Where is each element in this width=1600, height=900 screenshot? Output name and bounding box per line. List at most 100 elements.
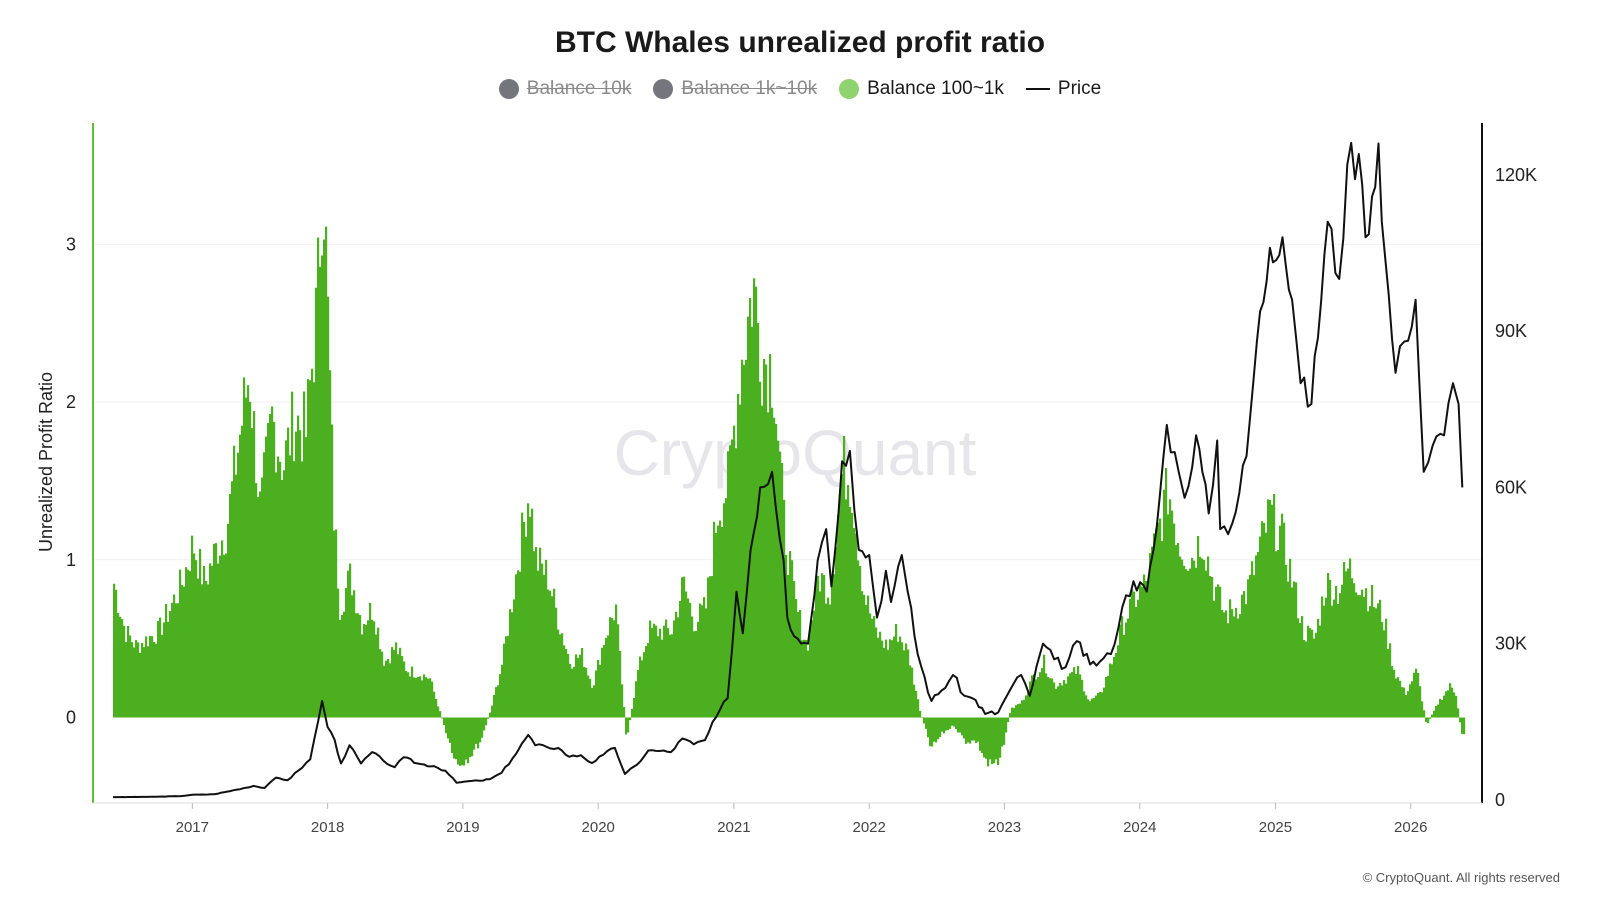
y-tick-label: 2 [66,392,76,412]
profit-ratio-bar [275,472,278,718]
profit-ratio-bar [859,566,862,718]
profit-ratio-bar [523,521,526,718]
profit-ratio-bar [799,609,802,718]
profit-ratio-bar [713,521,716,718]
x-tick-label: 2023 [988,819,1021,836]
profit-ratio-bar [917,699,920,718]
profit-ratio-bar [529,516,532,718]
profit-ratio-bar [1285,564,1288,718]
profit-ratio-bar [1385,618,1388,718]
profit-ratio-bar [297,415,300,718]
profit-ratio-bar [175,603,178,718]
profit-ratio-bar [327,296,330,718]
profit-ratio-bar [321,255,324,718]
profit-ratio-bar [161,634,164,718]
legend-item-balance-100-1k[interactable]: Balance 100~1k [839,78,1004,100]
profit-ratio-bar [635,681,638,718]
profit-ratio-bar [1263,522,1266,718]
profit-ratio-bar [471,717,474,757]
profit-ratio-bar [1217,584,1220,718]
profit-ratio-bar [1393,669,1396,718]
profit-ratio-bar [637,669,640,718]
profit-ratio-bar [719,520,722,718]
profit-ratio-bar [955,717,958,730]
profit-ratio-bar [865,604,868,718]
profit-ratio-bar [185,567,188,718]
profit-ratio-bar [817,575,820,718]
profit-ratio-bar [575,654,578,718]
profit-ratio-bar [1381,622,1384,718]
y-right-tick-label: 60K [1495,477,1527,497]
profit-ratio-bar [913,684,916,718]
legend-item-price[interactable]: Price [1025,78,1101,100]
profit-ratio-bar [225,553,228,718]
legend-item-balance-10k[interactable]: Balance 10k [498,78,631,100]
profit-ratio-bar [1119,624,1122,718]
legend-item-balance-1k-10k[interactable]: Balance 1k~10k [653,78,817,100]
profit-ratio-bar [1323,605,1326,718]
profit-ratio-bar [889,639,892,718]
profit-ratio-area [113,226,1466,767]
profit-ratio-bar [845,499,848,718]
profit-ratio-bar [227,523,230,718]
y-right-tick-label: 90K [1495,321,1527,341]
profit-ratio-bar [833,574,836,718]
profit-ratio-bar [311,368,314,718]
profit-ratio-bar [125,642,128,718]
profit-ratio-bar [325,226,328,718]
profit-ratio-bar [313,382,316,718]
profit-ratio-bar [1249,574,1252,718]
profit-ratio-bar [1347,568,1350,718]
profit-ratio-bar [1271,504,1274,718]
profit-ratio-bar [137,642,140,718]
profit-ratio-bar [631,708,634,718]
profit-ratio-bar [897,641,900,718]
x-tick-label: 2017 [176,819,209,836]
profit-ratio-bar [675,611,678,718]
profit-ratio-bar [205,580,208,718]
profit-ratio-bar [1251,561,1254,718]
profit-ratio-bar [151,636,154,718]
profit-ratio-bar [1391,666,1394,718]
profit-ratio-bar [315,287,318,718]
profit-ratio-bar [193,553,196,718]
profit-ratio-bar [1093,698,1096,718]
profit-ratio-bar [1087,699,1090,718]
profit-ratio-bar [489,712,492,718]
profit-ratio-bar [545,559,548,718]
profit-ratio-bar [677,617,680,718]
profit-ratio-bar [609,617,612,718]
profit-ratio-bar [793,580,796,718]
profit-ratio-bar [651,627,654,718]
profit-ratio-bar [601,647,604,718]
profit-ratio-bar [119,616,122,718]
profit-ratio-bar [1463,717,1466,735]
profit-ratio-bar [1017,704,1020,718]
profit-ratio-bar [885,639,888,718]
profit-ratio-bar [1135,606,1138,718]
profit-ratio-bar [1433,710,1436,718]
profit-ratio-bar [517,570,520,718]
profit-ratio-bar [425,677,428,718]
profit-ratio-bar [1453,692,1456,718]
profit-ratio-bar [599,664,602,718]
profit-ratio-bar [831,580,834,718]
profit-ratio-bar [555,607,558,718]
profit-ratio-bar [143,647,146,718]
profit-ratio-bar [947,717,950,731]
profit-ratio-bar [1373,607,1376,718]
profit-ratio-bar [571,668,574,718]
profit-ratio-bar [1145,580,1148,718]
x-tick-label: 2021 [717,819,750,836]
profit-ratio-bar [477,717,480,749]
profit-ratio-bar [179,569,182,718]
profit-ratio-bar [1009,713,1012,718]
profit-ratio-bar [989,717,992,760]
profit-ratio-bar [1269,500,1272,718]
profit-ratio-bar [1103,687,1106,718]
price-line-group [113,141,1464,799]
profit-ratio-bar [1335,585,1338,718]
profit-ratio-bar [561,633,564,718]
profit-ratio-bar [855,533,858,718]
profit-ratio-bar [973,717,976,741]
